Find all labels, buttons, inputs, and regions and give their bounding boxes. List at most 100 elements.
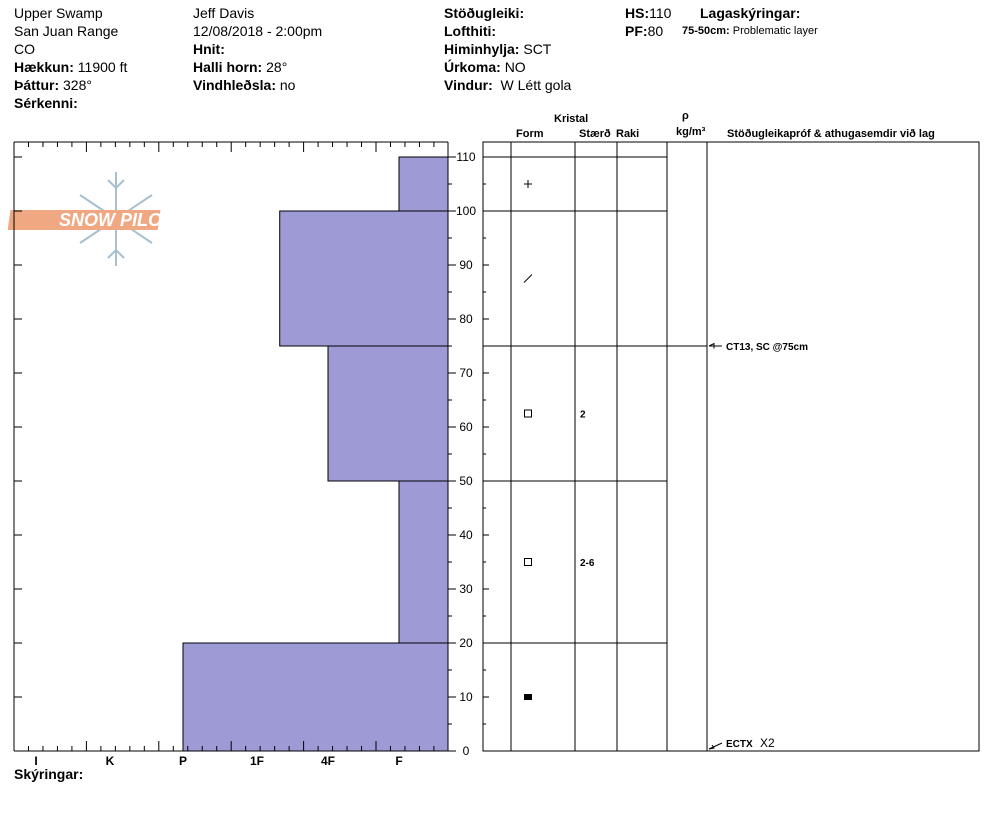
test-arrowhead (708, 744, 715, 750)
hardness-bar-2 (327, 345, 449, 482)
stability-tests: CT13, SC @75cm ECTX X2 (708, 342, 808, 750)
depth-label: 70 (459, 366, 473, 380)
hardness-label-1F: 1F (250, 754, 264, 768)
depth-label: 60 (459, 420, 473, 434)
test-suffix: X2 (760, 736, 775, 750)
hardness-label-4F: 4F (321, 754, 335, 768)
moisture-header: Raki (616, 128, 640, 140)
precip: Úrkoma: NO (444, 58, 526, 76)
depth-label: 0 (463, 744, 470, 758)
depth-axis: 0 10 20 30 40 50 60 70 80 90 100 110 (447, 142, 489, 758)
logo-text: SNOW PILOT (59, 210, 175, 230)
hardness-bar-0 (398, 156, 449, 212)
hardness-bar-3 (398, 480, 449, 644)
layer-boundaries (483, 156, 707, 644)
range: San Juan Range (14, 23, 119, 39)
test-arrow (708, 742, 723, 750)
sky-label: Himinhylja: (444, 41, 520, 57)
air-temp-label: Lofthiti: (444, 23, 497, 39)
observer: Jeff Davis (193, 5, 255, 21)
aspect-label: Þáttur: (14, 77, 60, 93)
depth-label: 80 (459, 312, 473, 326)
grain-size-2: 2 (580, 410, 586, 421)
legend-range: 75-50cm: (682, 25, 730, 37)
size-header: Stærð (579, 128, 611, 140)
coords-label: Hnit: (193, 41, 225, 57)
hardness-ticks-bottom (13, 741, 435, 751)
hardness-bars (182, 156, 449, 752)
wind-loading: Vindhleðsla: no (193, 76, 295, 94)
depth-label: 10 (459, 690, 473, 704)
features-label: Sérkenni: (14, 95, 78, 111)
grain-forms: 2 2-6 (523, 180, 595, 700)
hardness-label-P: P (179, 754, 187, 768)
depth-label: 20 (459, 636, 473, 650)
state: CO (14, 41, 35, 57)
crystal-table (482, 141, 980, 752)
stability-test-0: CT13, SC @75cm (708, 342, 808, 353)
pf-label: PF: (625, 23, 648, 39)
notes-label: Skýringar: (14, 766, 84, 782)
decomposing-fragments-icon (523, 274, 533, 283)
density-unit-header: kg/m³ (676, 126, 706, 138)
melt-freeze-crust-icon (524, 694, 532, 700)
stability-label: Stöðugleiki: (444, 5, 525, 21)
elevation-value: 11900 ft (77, 59, 128, 75)
form-header: Form (516, 128, 544, 140)
hardness-tick-labels: I K P 1F 4F F (34, 754, 402, 768)
stability-test-1: ECTX X2 (708, 736, 775, 750)
hs-value: 110 (649, 5, 672, 21)
elevation-label: Hækkun: (14, 59, 74, 75)
grain-size-3: 2-6 (580, 558, 595, 569)
datetime: 12/08/2018 - 2:00pm (193, 23, 323, 39)
precip-label: Úrkoma: (444, 59, 501, 75)
hs: HS:110 (625, 4, 671, 22)
tests-header: Stöðugleikapróf & athugasemdir við lag (727, 128, 935, 140)
sky: Himinhylja: SCT (444, 40, 551, 58)
crystal-header: Kristal (554, 113, 589, 125)
hardness-label-K: K (106, 754, 115, 768)
depth-label: 110 (456, 150, 475, 164)
square (524, 558, 532, 566)
test-arrowhead (708, 342, 715, 349)
filled-square (524, 694, 532, 700)
snowpilot-logo: SNOW PILOT (7, 172, 175, 266)
faceted-crystals-icon (524, 409, 532, 418)
hardness-bar-4 (182, 642, 449, 752)
hardness-bar-1 (279, 210, 449, 347)
wind: Vindur: W Létt gola (444, 76, 571, 94)
wind-loading-label: Vindhleðsla: (193, 77, 276, 93)
hardness-label-F: F (395, 754, 402, 768)
hs-label: HS: (625, 5, 650, 21)
depth-label: 50 (459, 474, 473, 488)
depth-label: 30 (459, 582, 473, 596)
wind-value: W Létt gola (500, 77, 572, 93)
slope: Halli horn: 28° (193, 58, 287, 76)
precipitation-particles-icon (524, 180, 532, 188)
slash (523, 274, 533, 283)
pf-value: 80 (647, 23, 664, 39)
aspect-value: 328° (63, 77, 92, 93)
location: Upper Swamp (14, 5, 103, 21)
test-label: CT13, SC @75cm (726, 342, 808, 353)
aspect: Þáttur: 328° (14, 76, 92, 94)
depth-label: 100 (456, 204, 476, 218)
pf: PF:80 (625, 22, 663, 40)
legend-label: Lagaskýringar: (700, 5, 801, 21)
wind-label: Vindur: (444, 77, 493, 93)
depth-ticks-left (14, 156, 22, 752)
slope-label: Halli horn: (193, 59, 263, 75)
square (524, 409, 532, 418)
hardness-label-I: I (34, 754, 37, 768)
hardness-ticks-top (13, 142, 435, 152)
slope-value: 28° (266, 59, 288, 75)
legend-entry: 75-50cm: Problematic layer (682, 22, 818, 40)
rho-header: ρ (682, 110, 689, 122)
depth-label: 40 (459, 528, 473, 542)
faceted-crystals-icon (524, 558, 532, 566)
legend-text: Problematic layer (732, 25, 818, 37)
elevation: Hækkun: 11900 ft (14, 58, 127, 76)
depth-label: 90 (459, 258, 473, 272)
sky-value: SCT (523, 41, 552, 57)
